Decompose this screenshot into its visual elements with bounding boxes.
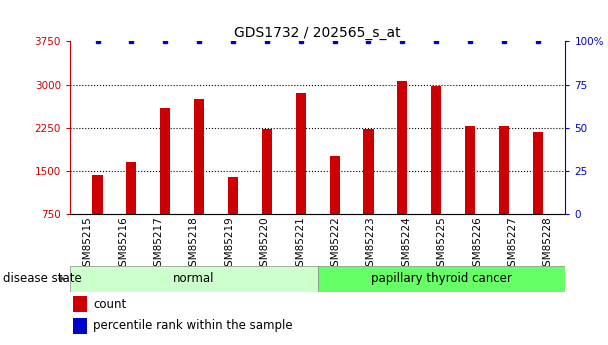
Bar	[499, 127, 509, 214]
Text: GSM85225: GSM85225	[437, 216, 446, 273]
Text: papillary thyroid cancer: papillary thyroid cancer	[371, 272, 512, 285]
Text: GSM85223: GSM85223	[366, 216, 376, 273]
Bar	[533, 132, 543, 214]
Bar	[431, 86, 441, 214]
Bar	[317, 266, 565, 292]
Bar	[465, 126, 475, 214]
Bar	[330, 156, 340, 214]
Text: GSM85218: GSM85218	[189, 216, 199, 273]
Title: GDS1732 / 202565_s_at: GDS1732 / 202565_s_at	[234, 26, 401, 40]
Text: GSM85227: GSM85227	[507, 216, 517, 273]
Text: GSM85217: GSM85217	[153, 216, 164, 273]
Bar	[73, 296, 87, 312]
Text: GSM85221: GSM85221	[295, 216, 305, 273]
Text: GSM85216: GSM85216	[118, 216, 128, 273]
Bar	[160, 108, 170, 214]
Bar	[70, 266, 317, 292]
Text: GSM85215: GSM85215	[83, 216, 92, 273]
Bar	[262, 129, 272, 214]
Bar	[397, 81, 407, 214]
Bar	[126, 162, 136, 214]
Text: GSM85219: GSM85219	[224, 216, 234, 273]
Bar	[73, 318, 87, 334]
Text: percentile rank within the sample: percentile rank within the sample	[93, 319, 292, 333]
Bar	[228, 177, 238, 214]
Bar	[92, 175, 103, 214]
Text: GSM85228: GSM85228	[543, 216, 553, 273]
Bar	[194, 99, 204, 214]
Text: normal: normal	[173, 272, 215, 285]
Text: GSM85222: GSM85222	[330, 216, 340, 273]
Bar	[364, 129, 373, 214]
Text: GSM85220: GSM85220	[260, 216, 269, 273]
Text: disease state: disease state	[3, 272, 82, 285]
Text: count: count	[93, 298, 126, 311]
Text: GSM85226: GSM85226	[472, 216, 482, 273]
Bar	[295, 93, 306, 214]
Text: GSM85224: GSM85224	[401, 216, 411, 273]
